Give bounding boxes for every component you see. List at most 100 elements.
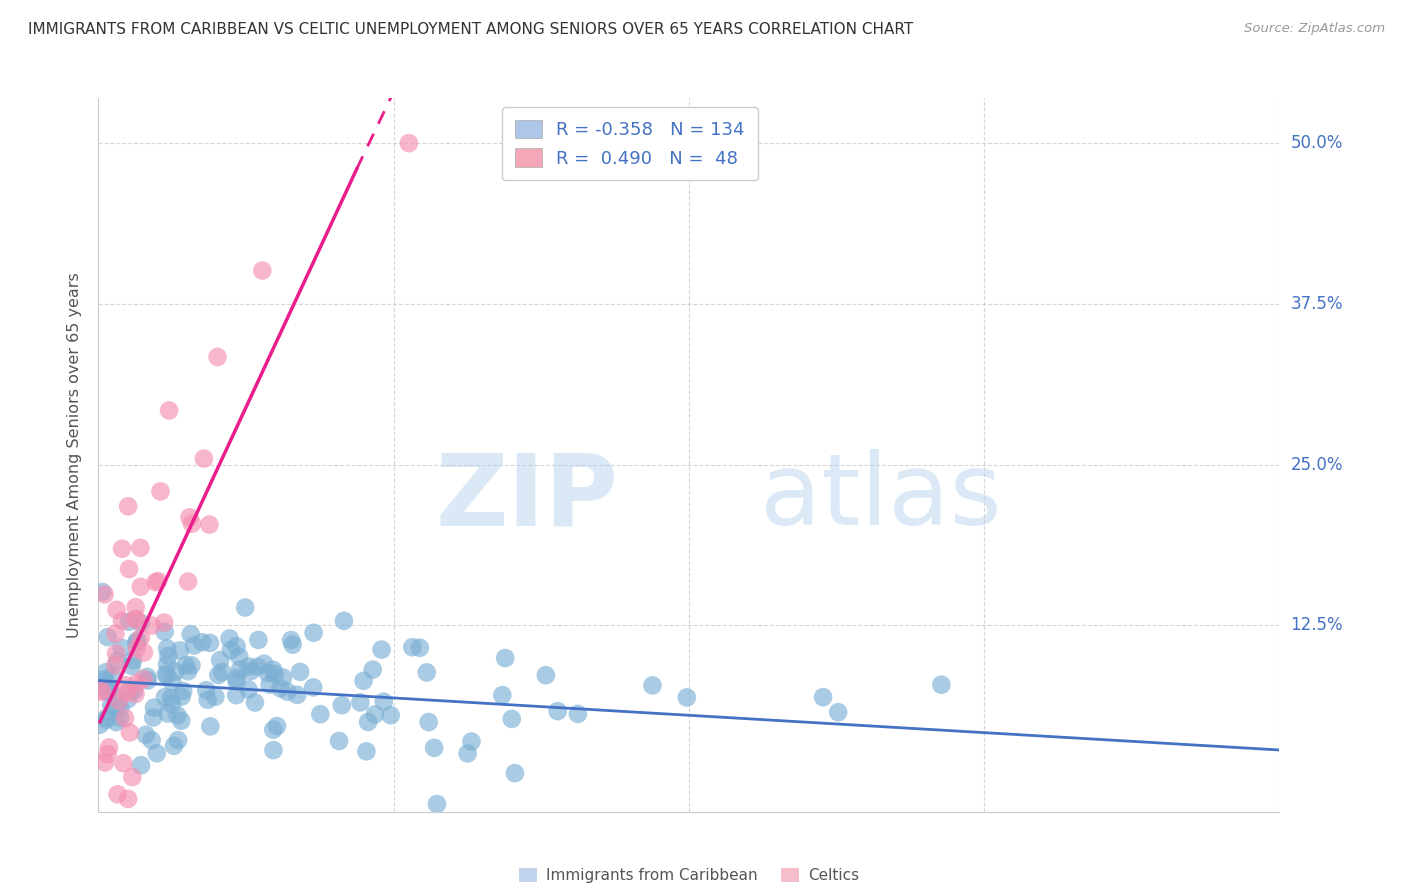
Text: 25.0%: 25.0% <box>1291 456 1343 474</box>
Point <box>193 451 215 466</box>
Point <box>94 665 117 680</box>
Point <box>143 700 166 714</box>
Point <box>309 707 332 722</box>
Point <box>129 580 152 594</box>
Point <box>145 575 167 590</box>
Point <box>117 792 139 806</box>
Point <box>225 671 247 685</box>
Point <box>153 690 176 705</box>
Point <box>93 587 115 601</box>
Point <box>107 787 129 801</box>
Point <box>494 651 516 665</box>
Point <box>191 635 214 649</box>
Point <box>136 673 159 688</box>
Point <box>243 696 266 710</box>
Point <box>111 640 134 655</box>
Point <box>129 541 152 555</box>
Point <box>121 659 143 673</box>
Point <box>96 747 118 762</box>
Point <box>353 673 375 688</box>
Point <box>118 684 141 698</box>
Point <box>114 678 136 692</box>
Point <box>269 681 291 696</box>
Point <box>398 136 420 150</box>
Point <box>93 673 115 687</box>
Point <box>105 647 128 661</box>
Point <box>124 687 146 701</box>
Point <box>262 743 284 757</box>
Point <box>89 684 111 698</box>
Text: ZIP: ZIP <box>436 450 619 546</box>
Point <box>163 739 186 753</box>
Point <box>811 690 834 705</box>
Point <box>262 723 284 737</box>
Point <box>259 677 281 691</box>
Point <box>931 678 953 692</box>
Point <box>200 719 222 733</box>
Legend: Immigrants from Caribbean, Celtics: Immigrants from Caribbean, Celtics <box>513 863 865 889</box>
Point <box>246 660 269 674</box>
Point <box>225 640 247 654</box>
Point <box>169 643 191 657</box>
Point <box>117 692 139 706</box>
Point <box>197 693 219 707</box>
Point <box>827 705 849 719</box>
Point <box>115 685 138 699</box>
Point <box>219 643 242 657</box>
Point <box>172 684 194 698</box>
Point <box>247 632 270 647</box>
Text: Source: ZipAtlas.com: Source: ZipAtlas.com <box>1244 22 1385 36</box>
Point <box>225 688 247 702</box>
Point <box>96 713 118 727</box>
Point <box>111 614 134 628</box>
Point <box>111 541 134 556</box>
Point <box>218 632 240 646</box>
Point <box>153 615 176 630</box>
Point <box>179 510 201 524</box>
Point <box>105 654 128 668</box>
Point <box>108 694 131 708</box>
Point <box>328 734 350 748</box>
Point <box>364 707 387 722</box>
Point <box>132 672 155 686</box>
Point <box>416 665 439 680</box>
Point <box>91 684 114 698</box>
Point <box>156 668 179 682</box>
Point <box>110 701 132 715</box>
Point <box>349 695 371 709</box>
Point <box>157 648 180 663</box>
Point <box>122 653 145 667</box>
Point <box>209 653 232 667</box>
Point <box>423 740 446 755</box>
Point <box>91 585 114 599</box>
Point <box>160 698 183 712</box>
Point <box>117 500 139 514</box>
Point <box>401 640 423 655</box>
Point <box>170 690 193 704</box>
Point <box>108 711 131 725</box>
Point <box>167 733 190 747</box>
Point <box>373 695 395 709</box>
Point <box>146 574 169 588</box>
Point <box>125 676 148 690</box>
Point <box>198 636 221 650</box>
Point <box>380 708 402 723</box>
Point <box>207 668 229 682</box>
Point <box>547 704 569 718</box>
Point <box>285 688 308 702</box>
Point <box>160 675 183 690</box>
Point <box>238 659 260 673</box>
Point <box>418 714 440 729</box>
Point <box>100 698 122 713</box>
Point <box>146 746 169 760</box>
Text: IMMIGRANTS FROM CARIBBEAN VS CELTIC UNEMPLOYMENT AMONG SENIORS OVER 65 YEARS COR: IMMIGRANTS FROM CARIBBEAN VS CELTIC UNEM… <box>28 22 914 37</box>
Point <box>112 756 135 771</box>
Point <box>426 797 449 811</box>
Text: 12.5%: 12.5% <box>1291 616 1343 634</box>
Point <box>125 635 148 649</box>
Point <box>122 683 145 698</box>
Point <box>238 682 260 697</box>
Point <box>127 633 149 648</box>
Point <box>181 516 204 531</box>
Point <box>156 657 179 672</box>
